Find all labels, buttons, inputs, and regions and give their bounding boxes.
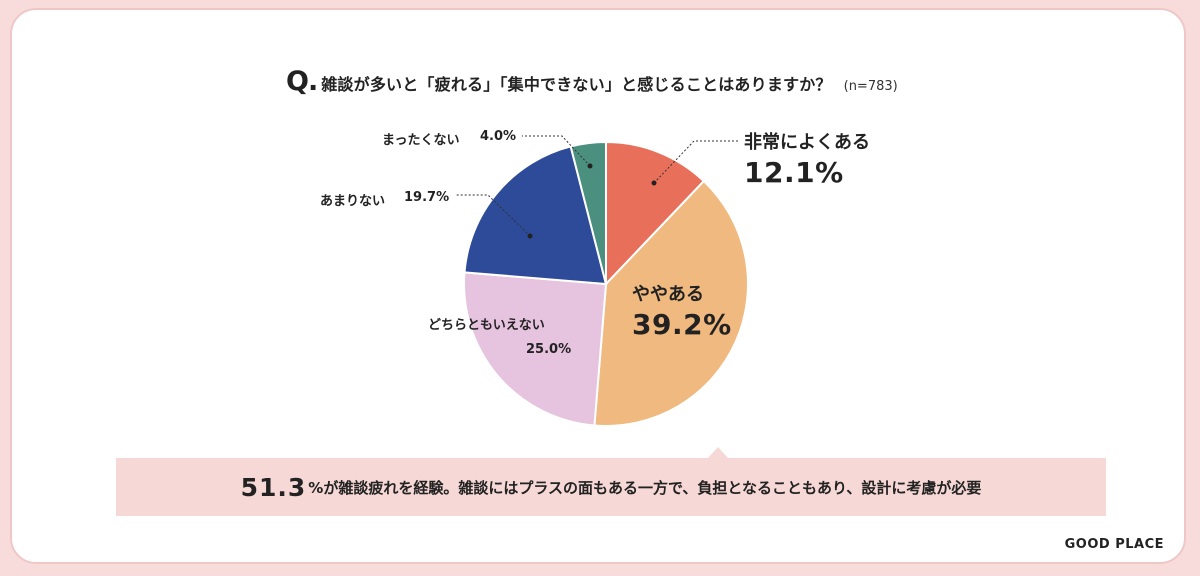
leader-rarely xyxy=(456,194,531,237)
label-neither-pct: 25.0% xyxy=(526,342,572,357)
label-neither-name: どちらともいえない xyxy=(428,318,545,333)
brand-logo: GOOD PLACE xyxy=(1064,537,1164,552)
leader-never-dot xyxy=(587,163,593,169)
sample-size: (n=783) xyxy=(843,79,898,94)
pie-slice-somewhat xyxy=(593,179,749,427)
question-text: 雑談が多いと「疲れる」「集中できない」と感じることはありますか？ xyxy=(321,75,832,94)
leader-never xyxy=(522,135,591,167)
label-somewhat-pct: 39.2% xyxy=(632,308,732,341)
pie-slice-rarely xyxy=(463,145,608,286)
label-somewhat-name: ややある xyxy=(632,284,704,305)
label-very-often-name: 非常によくある xyxy=(744,132,870,153)
question-title: Q. 雑談が多いと「疲れる」「集中できない」と感じることはありますか？ (n=7… xyxy=(286,66,898,97)
leader-very-often-dot xyxy=(651,180,657,186)
summary-text: %が雑談疲れを経験。雑談にはプラスの面もある一方で、負担となることもあり、設計に… xyxy=(308,478,982,497)
label-never-name: まったくない xyxy=(382,133,460,148)
label-rarely-name: あまりない xyxy=(320,194,386,209)
leader-rarely-dot xyxy=(527,233,533,239)
question-prefix: Q. xyxy=(286,66,318,97)
label-very-often-pct: 12.1% xyxy=(744,156,844,189)
leader-very-often xyxy=(653,140,740,184)
summary-banner: 51.3 %が雑談疲れを経験。雑談にはプラスの面もある一方で、負担となることもあ… xyxy=(116,447,1106,516)
label-never-pct: 4.0% xyxy=(480,129,517,144)
pie-slice-never xyxy=(569,140,607,285)
label-rarely-pct: 19.7% xyxy=(404,190,450,205)
pie-slice-very-often xyxy=(605,140,706,287)
summary-number: 51.3 xyxy=(240,472,307,502)
pie-slice-neither xyxy=(463,271,608,427)
